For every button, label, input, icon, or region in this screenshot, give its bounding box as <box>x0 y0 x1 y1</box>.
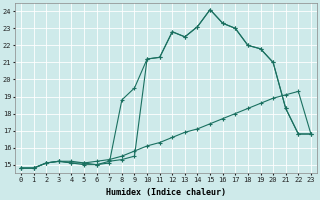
X-axis label: Humidex (Indice chaleur): Humidex (Indice chaleur) <box>106 188 226 197</box>
